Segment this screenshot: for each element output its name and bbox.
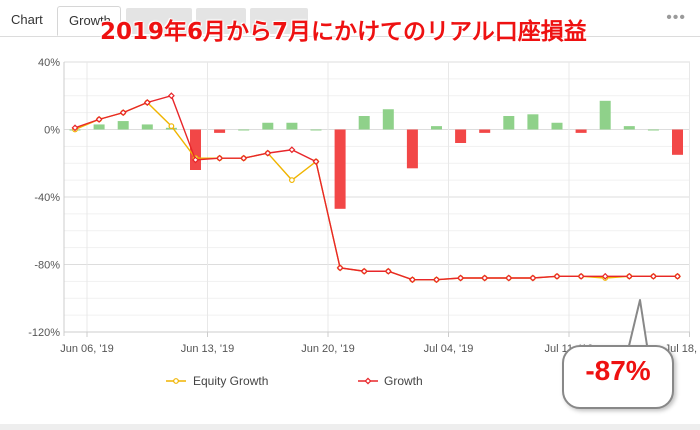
x-tick-label: Jun 13, '19 [181,343,234,355]
bar-positive [141,124,153,130]
growth-point [216,154,224,162]
growth-point [264,149,272,157]
tab-blurred-3[interactable] [250,8,308,34]
bar-positive [551,122,563,130]
equity-growth-point [289,177,295,184]
bar-negative [479,129,491,133]
growth-point [119,109,127,117]
y-tick-label: -40% [34,192,60,204]
bar-positive [262,122,274,130]
tab-chart[interactable]: Chart [11,12,43,27]
bar-negative [672,129,683,155]
growth-point [71,124,79,132]
growth-point [167,92,175,100]
bar-positive [358,116,370,130]
loss-callout: -87% [562,345,674,409]
bar-positive [503,116,515,130]
tab-bar: Chart Growth ••• [0,0,700,37]
growth-point [192,156,199,164]
growth-point [360,267,368,275]
tab-growth[interactable]: Growth [57,6,121,36]
x-tick-label: Jun 20, '19 [301,343,354,355]
bar-negative [406,129,418,169]
bar-positive [286,122,298,130]
x-tick-label: Jul 18, '19 [665,343,700,355]
bar-negative [455,129,467,143]
growth-point [312,158,320,166]
bar-positive [623,126,635,130]
bar-positive [431,126,442,130]
y-tick-label: 0% [44,125,60,137]
more-dots-icon[interactable]: ••• [666,9,686,26]
bar-positive [93,124,105,130]
growth-point [457,274,465,282]
bar-positive [238,129,250,131]
growth-line [74,94,678,281]
growth-point [433,276,440,284]
bar-positive [117,121,129,130]
growth-point [408,276,416,284]
growth-point [649,272,657,280]
bar-negative [214,129,226,133]
growth-point [95,115,103,123]
growth-point [505,274,513,282]
tab-blurred-1[interactable] [126,8,192,34]
growth-point [336,264,344,272]
bar-positive [310,129,322,131]
growth-point [481,274,489,282]
legend-growth-swatch-marker [364,377,372,385]
bar-negative [575,129,587,133]
bar-negative [334,129,346,209]
y-tick-label: -80% [34,260,60,272]
x-tick-label: Jul 04, '19 [424,343,474,355]
growth-point [240,154,248,162]
legend-equity-label: Equity Growth [193,374,268,388]
growth-point [553,272,561,280]
growth-point [625,272,633,280]
growth-point [288,146,296,154]
growth-point [384,267,392,275]
bottom-edge [0,424,700,430]
bar-positive [382,109,394,130]
bar-negative [190,129,201,170]
banner-title: 2019年6月から7月にかけてのリアル口座損益 [100,19,587,45]
tab-blurred-2[interactable] [196,8,246,34]
x-tick-label: Jun 06, '19 [60,343,113,355]
equity-growth-point [168,123,175,130]
y-tick-label: -120% [28,327,60,339]
legend-growth-label: Growth [384,374,423,388]
bar-positive [647,129,659,131]
growth-point [601,272,609,280]
y-tick-label: 40% [38,57,60,69]
bar-positive [599,100,611,130]
growth-point [674,272,681,280]
growth-point [529,274,537,282]
legend-equity-swatch-marker [173,378,179,384]
growth-point [577,272,585,280]
growth-point [143,99,151,106]
bar-positive [527,114,539,130]
loss-callout-text: -87% [585,355,651,386]
